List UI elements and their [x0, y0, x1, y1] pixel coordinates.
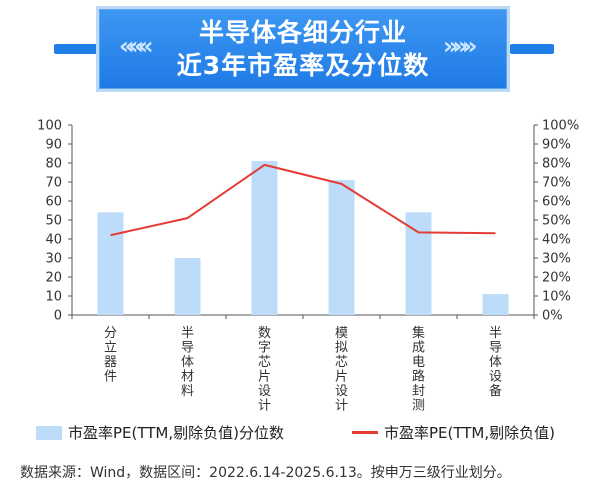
- y-left-tick-label: 60: [45, 195, 62, 210]
- y-left-tick-label: 40: [45, 233, 62, 248]
- y-left-tick-label: 70: [45, 176, 62, 191]
- y-left-tick-label: 100: [37, 119, 62, 134]
- y-left-tick-label: 20: [45, 271, 62, 286]
- bar: [482, 294, 509, 315]
- x-tick-label: 分立器件: [104, 326, 117, 385]
- x-tick-label: 半导体材料: [181, 326, 194, 399]
- y-right-tick-label: 30%: [542, 252, 571, 267]
- y-right-tick-label: 70%: [542, 176, 571, 191]
- y-right-tick-label: 90%: [542, 138, 571, 153]
- y-left-tick-label: 0: [54, 309, 62, 324]
- bar: [97, 212, 124, 315]
- x-tick-label: 集成电路封测: [412, 325, 425, 414]
- y-right-tick-label: 0%: [542, 309, 563, 324]
- legend-item-line: 市盈率PE(TTM,剔除负值): [352, 422, 555, 443]
- legend: 市盈率PE(TTM,剔除负值)分位数 市盈率PE(TTM,剔除负值): [0, 422, 606, 446]
- line-series: [110, 163, 496, 237]
- y-right-tick-label: 10%: [542, 290, 571, 305]
- legend-label-line: 市盈率PE(TTM,剔除负值): [384, 424, 555, 442]
- chart-title-line1: 半导体各细分行业: [198, 18, 407, 47]
- y-left-tick-label: 80: [45, 157, 62, 172]
- legend-line-swatch: [352, 431, 378, 434]
- y-right-tick-label: 60%: [542, 195, 571, 210]
- y-left-tick-label: 90: [45, 138, 62, 153]
- legend-bar-swatch: [36, 425, 62, 440]
- y-right-tick-label: 20%: [542, 271, 571, 286]
- bar: [174, 258, 201, 315]
- chart-area: 0 10 20 30 40 50 60 70 80 90 100 0% 10% 20% 30% 40% 50% 6…: [37, 119, 579, 414]
- legend-label-bar: 市盈率PE(TTM,剔除负值)分位数: [68, 424, 284, 442]
- y-right-tick-label: 40%: [542, 233, 571, 248]
- x-tick-label: 数字芯片设计: [258, 326, 271, 414]
- banner-box: ««« ««« 半导体各细分行业 近3年市盈率及分位数: [96, 6, 510, 92]
- bar: [328, 180, 355, 315]
- y-right-tick-label: 50%: [542, 214, 571, 229]
- x-tick-label: 模拟芯片设计: [335, 326, 348, 414]
- x-tick-label: 半导体设备: [489, 326, 502, 399]
- banner-left-bar: [54, 44, 98, 54]
- title-banner: ««« ««« 半导体各细分行业 近3年市盈率及分位数: [0, 0, 606, 100]
- y-left-tick-label: 30: [45, 252, 62, 267]
- banner-right-bar: [510, 44, 554, 54]
- chart-title-line2: 近3年市盈率及分位数: [176, 51, 430, 80]
- y-left-tick-label: 50: [45, 214, 62, 229]
- y-right-tick-label: 100%: [542, 119, 579, 134]
- source-note: 数据来源：Wind，数据区间：2022.6.14-2025.6.13。按申万三级…: [20, 465, 511, 481]
- legend-item-bar: 市盈率PE(TTM,剔除负值)分位数: [36, 422, 284, 443]
- y-left-tick-label: 10: [45, 290, 62, 305]
- bar: [251, 161, 278, 315]
- y-right-tick-label: 80%: [542, 157, 571, 172]
- bar: [405, 212, 432, 315]
